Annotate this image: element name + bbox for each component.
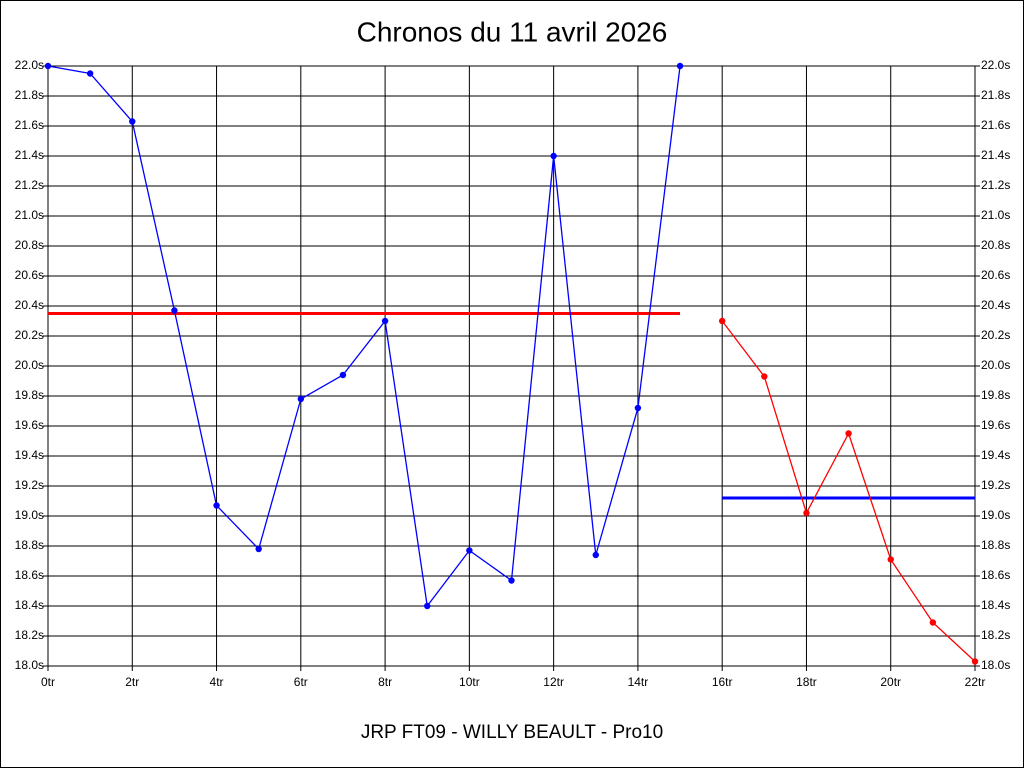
data-point bbox=[508, 577, 515, 584]
y2-tick-label: 18.4s bbox=[981, 598, 1010, 612]
data-point bbox=[86, 70, 94, 77]
y2-tick-label: 18.8s bbox=[981, 538, 1010, 552]
y-tick-label: 21.2s bbox=[15, 178, 44, 192]
y2-tick-label: 20.0s bbox=[981, 358, 1010, 372]
y2-tick-label: 19.4s bbox=[981, 448, 1010, 462]
y-tick-label: 18.0s bbox=[15, 658, 44, 672]
y-tick-label: 18.2s bbox=[15, 628, 44, 642]
x-tick-label: 12tr bbox=[543, 675, 564, 689]
data-point bbox=[592, 551, 599, 559]
y2-tick-label: 19.2s bbox=[981, 478, 1010, 492]
x-tick-label: 22tr bbox=[965, 675, 986, 689]
y-tick-label: 19.6s bbox=[15, 418, 44, 432]
y-tick-label: 19.8s bbox=[15, 388, 44, 402]
y-tick-label: 19.4s bbox=[15, 448, 44, 462]
y2-tick-label: 19.8s bbox=[981, 388, 1010, 402]
data-point bbox=[255, 545, 262, 553]
data-point bbox=[718, 317, 726, 325]
data-point bbox=[887, 556, 894, 563]
data-point bbox=[550, 152, 557, 160]
y-tick-label: 18.4s bbox=[15, 598, 44, 612]
data-point bbox=[44, 62, 52, 70]
y-tick-label: 21.8s bbox=[15, 88, 44, 102]
y2-tick-label: 18.6s bbox=[981, 568, 1010, 582]
data-point bbox=[213, 502, 220, 509]
data-point bbox=[466, 547, 473, 554]
data-point bbox=[171, 307, 178, 314]
y2-tick-label: 20.6s bbox=[981, 268, 1010, 282]
chart-title: Chronos du 11 avril 2026 bbox=[357, 16, 668, 47]
y-tick-label: 21.6s bbox=[15, 118, 44, 132]
data-point bbox=[803, 509, 810, 517]
y2-tick-label: 20.8s bbox=[981, 238, 1010, 252]
y-tick-label: 22.0s bbox=[15, 58, 44, 72]
data-point bbox=[761, 373, 768, 380]
plot-frame bbox=[47, 65, 976, 667]
data-point bbox=[971, 658, 979, 665]
x-tick-label: 20tr bbox=[880, 675, 901, 689]
y-tick-label: 19.0s bbox=[15, 508, 44, 522]
data-point bbox=[297, 395, 305, 403]
x-tick-label: 10tr bbox=[459, 675, 480, 689]
y-tick-label: 20.4s bbox=[15, 298, 44, 312]
x-tick-label: 4tr bbox=[210, 675, 224, 689]
x-axis-label: JRP FT09 - WILLY BEAULT - Pro10 bbox=[361, 722, 663, 743]
y-tick-label: 18.6s bbox=[15, 568, 44, 582]
y2-tick-label: 18.2s bbox=[981, 628, 1010, 642]
data-point bbox=[676, 62, 684, 70]
y2-tick-label: 19.6s bbox=[981, 418, 1010, 432]
y2-tick-label: 21.8s bbox=[981, 88, 1010, 102]
x-tick-label: 14tr bbox=[628, 675, 649, 689]
x-tick-label: 18tr bbox=[796, 675, 817, 689]
data-point bbox=[929, 619, 937, 626]
data-point bbox=[845, 430, 852, 437]
x-tick-label: 0tr bbox=[41, 675, 55, 689]
y2-tick-label: 21.4s bbox=[981, 148, 1010, 162]
x-tick-label: 8tr bbox=[378, 675, 392, 689]
y2-tick-label: 20.4s bbox=[981, 298, 1010, 312]
data-point bbox=[424, 602, 431, 610]
y-tick-label: 20.0s bbox=[15, 358, 44, 372]
y2-tick-label: 21.2s bbox=[981, 178, 1010, 192]
data-point bbox=[129, 118, 136, 125]
y2-tick-label: 19.0s bbox=[981, 508, 1010, 522]
y-tick-label: 20.2s bbox=[15, 328, 44, 342]
y2-tick-label: 21.0s bbox=[981, 208, 1010, 222]
x-tick-label: 6tr bbox=[294, 675, 308, 689]
series-line bbox=[47, 65, 681, 608]
y-tick-label: 21.0s bbox=[15, 208, 44, 222]
y-tick-label: 20.8s bbox=[15, 238, 44, 252]
x-tick-label: 16tr bbox=[712, 675, 733, 689]
y-tick-label: 18.8s bbox=[15, 538, 44, 552]
y-tick-label: 20.6s bbox=[15, 268, 44, 282]
y2-tick-label: 22.0s bbox=[981, 58, 1010, 72]
y2-tick-label: 20.2s bbox=[981, 328, 1010, 342]
data-point bbox=[634, 404, 642, 412]
data-point bbox=[381, 317, 389, 325]
data-point bbox=[339, 371, 347, 379]
y2-tick-label: 18.0s bbox=[981, 658, 1010, 672]
y-tick-label: 21.4s bbox=[15, 148, 44, 162]
y2-tick-label: 21.6s bbox=[981, 118, 1010, 132]
x-tick-label: 2tr bbox=[125, 675, 139, 689]
y-tick-label: 19.2s bbox=[15, 478, 44, 492]
